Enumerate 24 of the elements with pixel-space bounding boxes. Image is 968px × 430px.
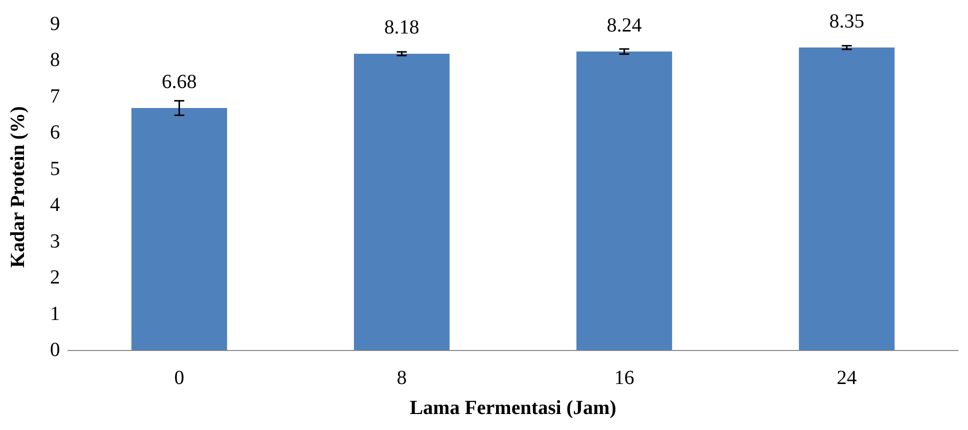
x-axis-title: Lama Fermentasi (Jam) <box>410 397 616 419</box>
y-tick-label: 2 <box>50 266 60 289</box>
y-tick-label: 3 <box>50 230 60 252</box>
bar <box>131 108 228 350</box>
y-tick-label: 1 <box>50 302 60 325</box>
y-tick-label: 0 <box>50 339 60 361</box>
x-tick-label: 8 <box>396 367 407 389</box>
y-axis-title: Kadar Protein (%) <box>7 106 29 268</box>
bar <box>354 54 450 350</box>
y-tick-label: 4 <box>50 194 60 216</box>
data-label: 8.18 <box>384 16 420 39</box>
y-tick-label: 5 <box>50 158 60 180</box>
x-tick-label: 16 <box>614 367 634 389</box>
y-tick-label: 8 <box>50 49 60 72</box>
y-tick-label: 9 <box>50 13 60 35</box>
data-label: 8.24 <box>606 14 642 37</box>
data-label: 6.68 <box>162 71 197 94</box>
bar <box>576 52 672 350</box>
data-label: 8.35 <box>829 10 864 33</box>
y-tick-label: 7 <box>50 85 60 108</box>
x-tick-label: 24 <box>836 367 857 389</box>
bar <box>798 48 895 350</box>
x-tick-label: 0 <box>174 367 184 389</box>
y-tick-label: 6 <box>50 122 60 144</box>
